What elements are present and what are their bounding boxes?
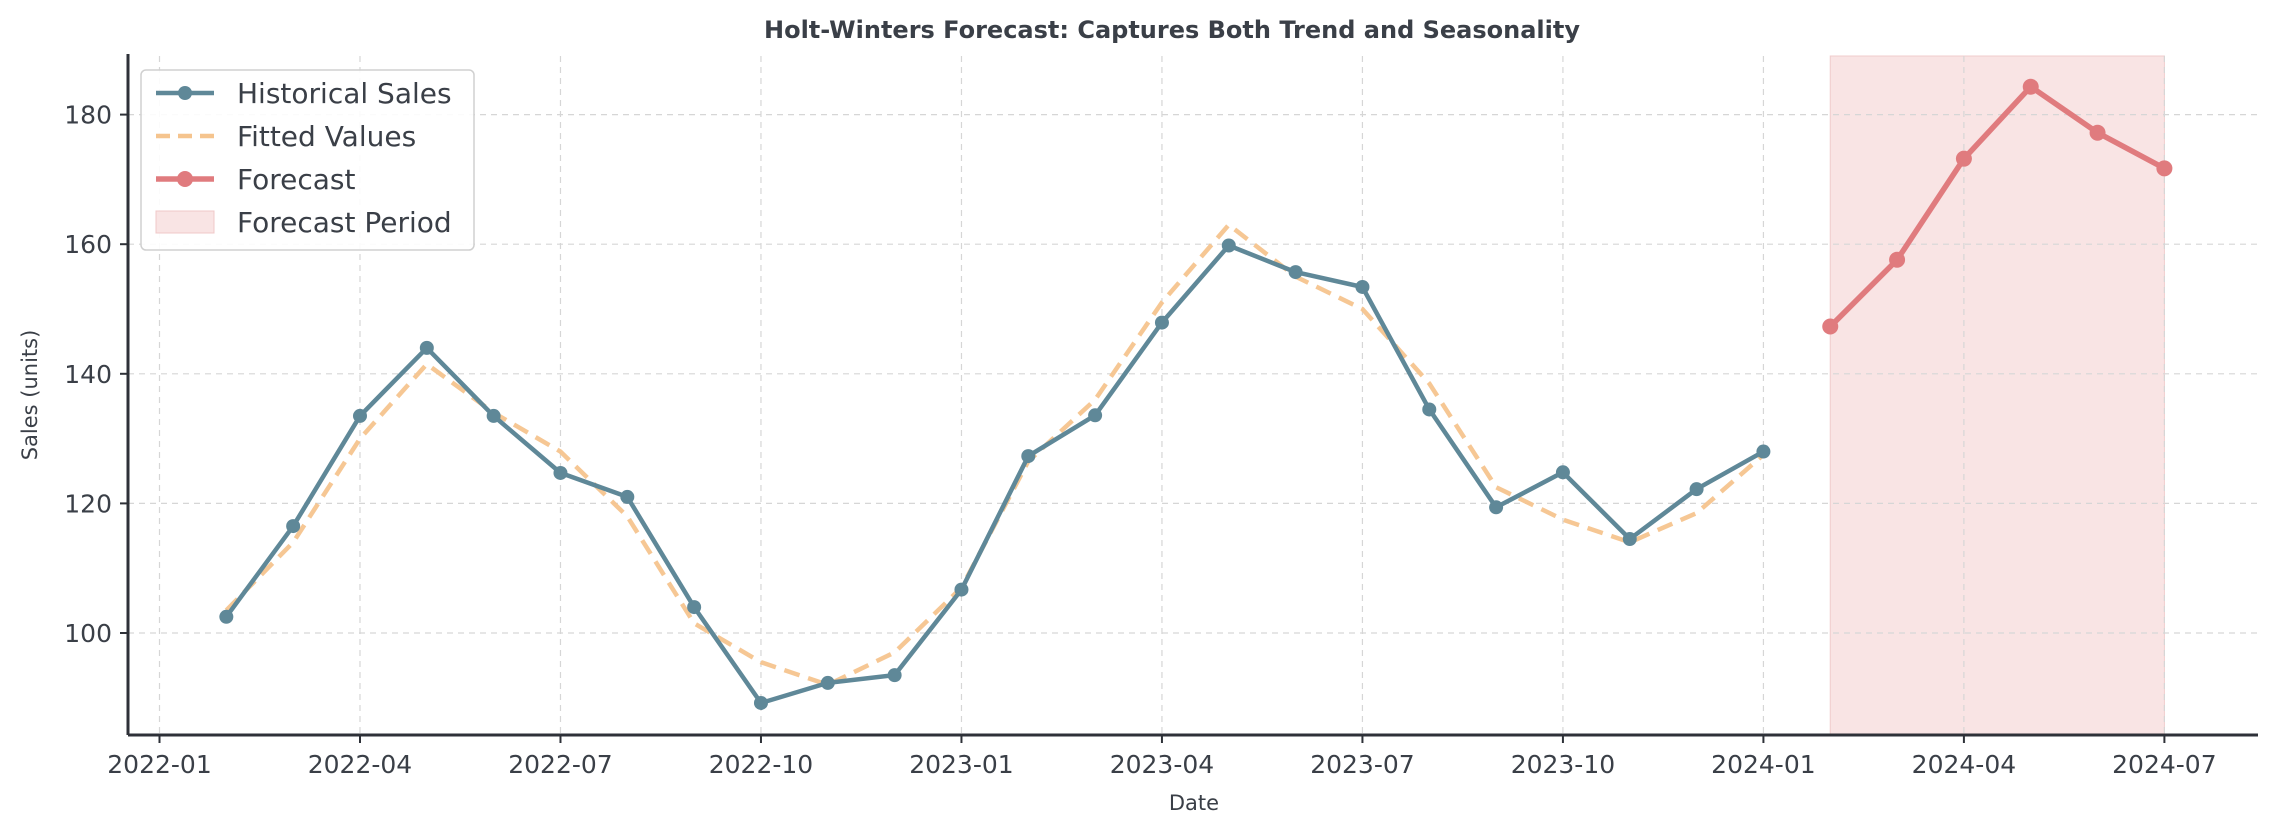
legend-marker-historical — [178, 86, 192, 100]
x-tick-label: 2022-10 — [709, 750, 813, 779]
x-axis-label: Date — [1169, 791, 1219, 815]
forecast-point — [1955, 150, 1972, 167]
y-tick-label: 180 — [64, 101, 112, 130]
legend-item-historical: Historical Sales — [156, 77, 452, 110]
historical-sales-point — [486, 408, 501, 423]
chart-title: Holt-Winters Forecast: Captures Both Tre… — [764, 16, 1580, 44]
historical-sales-point — [1756, 444, 1771, 459]
x-tick-label: 2022-01 — [107, 750, 211, 779]
forecast-point — [2022, 78, 2039, 95]
historical-sales-point — [1555, 465, 1570, 480]
x-tick-label: 2024-01 — [1711, 750, 1815, 779]
legend-item-fitted: Fitted Values — [156, 120, 416, 153]
x-tick-label: 2024-04 — [1912, 750, 2016, 779]
x-tick-label: 2023-07 — [1310, 750, 1414, 779]
legend-item-forecast: Forecast — [156, 163, 356, 196]
historical-sales-point — [1422, 402, 1437, 417]
historical-sales-point — [1689, 482, 1704, 497]
fitted-values-line — [224, 222, 1765, 688]
historical-sales-point — [419, 340, 434, 355]
y-tick-label: 100 — [64, 619, 112, 648]
historical-sales-point — [1221, 238, 1236, 253]
historical-sales-point — [1021, 449, 1036, 464]
x-tick-label: 2022-04 — [308, 750, 412, 779]
legend-label-forecast: Forecast — [237, 163, 356, 196]
y-tick-label: 120 — [64, 489, 112, 518]
historical-sales-line — [224, 243, 1765, 706]
y-axis-label: Sales (units) — [18, 330, 42, 461]
historical-sales-point — [1355, 279, 1370, 294]
forecast-point — [1889, 251, 1906, 268]
historical-sales-point — [219, 609, 234, 624]
forecast-period-region — [1829, 55, 2165, 736]
plot-area: 2022-01 2022-04 2022-07 2022-10 2023-01 2023-… — [64, 54, 2258, 779]
legend-item-forecast-period: Forecast Period — [155, 206, 452, 239]
y-tick-label: 160 — [64, 230, 112, 259]
x-tick-label: 2023-01 — [909, 750, 1013, 779]
historical-sales-point — [553, 465, 568, 480]
historical-sales-point — [887, 668, 902, 683]
x-tick-label: 2024-07 — [2112, 750, 2216, 779]
legend-label-historical: Historical Sales — [237, 77, 452, 110]
legend: Historical Sales Fitted Values Forecast … — [140, 69, 475, 251]
historical-sales-point — [753, 695, 768, 710]
y-tick-label: 140 — [64, 360, 112, 389]
historical-sales-point — [620, 489, 635, 504]
historical-sales-point — [286, 519, 301, 534]
historical-sales-point — [1154, 315, 1169, 330]
forecast-point — [1822, 318, 1839, 335]
legend-label-forecast-period: Forecast Period — [237, 206, 452, 239]
legend-marker-forecast — [177, 171, 193, 187]
forecast-point — [2156, 160, 2173, 177]
historical-sales-point — [1088, 408, 1103, 423]
historical-sales-point — [1288, 265, 1303, 280]
historical-sales-point — [954, 582, 969, 597]
historical-sales-point — [352, 408, 367, 423]
historical-sales-point — [820, 675, 835, 690]
historical-sales-point — [1622, 532, 1637, 547]
x-tick-label: 2023-10 — [1511, 750, 1615, 779]
legend-swatch-forecast-period — [155, 210, 215, 234]
x-tick-label: 2022-07 — [508, 750, 612, 779]
forecast-point — [2089, 124, 2106, 141]
forecast-line — [1828, 83, 2166, 329]
x-tick-label: 2023-04 — [1110, 750, 1214, 779]
historical-sales-point — [687, 600, 702, 615]
historical-sales-point — [1489, 500, 1504, 515]
legend-label-fitted: Fitted Values — [237, 120, 416, 153]
legend-frame — [140, 69, 475, 251]
